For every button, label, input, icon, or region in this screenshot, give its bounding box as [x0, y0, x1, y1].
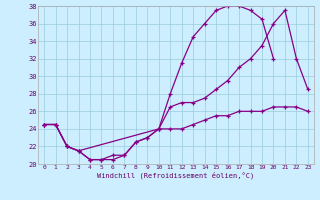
X-axis label: Windchill (Refroidissement éolien,°C): Windchill (Refroidissement éolien,°C) — [97, 172, 255, 179]
